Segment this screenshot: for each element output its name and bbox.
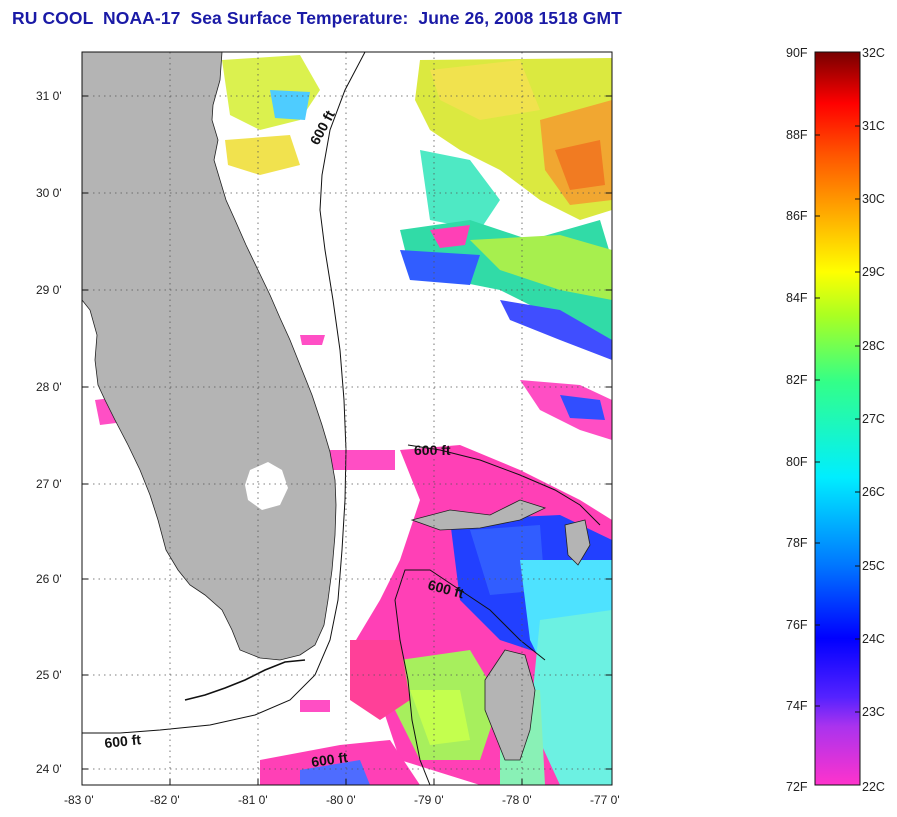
colorbar-f-label: 88F <box>786 128 808 142</box>
colorbar-f-label: 86F <box>786 209 808 223</box>
map-frame <box>81 51 613 786</box>
lon-tick-label: -81 0' <box>238 793 268 807</box>
map-grid <box>82 52 612 785</box>
colorbar <box>814 51 861 786</box>
lon-tick-label: -80 0' <box>326 793 356 807</box>
lat-tick-label: 31 0' <box>36 89 62 103</box>
grand-bahama-island <box>410 499 547 531</box>
florida-keys <box>184 659 306 701</box>
colorbar-c-label: 25C <box>862 559 885 573</box>
lat-tick-label: 30 0' <box>36 186 62 200</box>
lon-tick-label: -83 0' <box>64 793 94 807</box>
lon-tick-label: -82 0' <box>150 793 180 807</box>
lon-tick-label: -77 0' <box>590 793 620 807</box>
colorbar-c-label: 30C <box>862 192 885 206</box>
colorbar-f-label: 90F <box>786 46 808 60</box>
colorbar-c-label: 28C <box>862 339 885 353</box>
colorbar-c-label: 24C <box>862 632 885 646</box>
colorbar-c-label: 29C <box>862 265 885 279</box>
sst-data-patches <box>95 55 612 785</box>
colorbar-f-label: 74F <box>786 699 808 713</box>
colorbar-c-label: 31C <box>862 119 885 133</box>
contour-600ft-andros <box>394 599 431 785</box>
lat-tick-label: 28 0' <box>36 380 62 394</box>
contour-label: 600 ft <box>310 749 349 770</box>
andros-island <box>484 649 536 761</box>
lat-tick-label: 26 0' <box>36 572 62 586</box>
colorbar-c-label: 26C <box>862 485 885 499</box>
colorbar-f-label: 72F <box>786 780 808 794</box>
map-area <box>82 52 612 785</box>
lat-tick-label: 29 0' <box>36 283 62 297</box>
florida-land <box>82 52 337 661</box>
axis-ticks <box>82 95 612 785</box>
lake-okeechobee <box>245 462 288 510</box>
colorbar-c-label: 22C <box>862 780 885 794</box>
colorbar-f-label: 76F <box>786 618 808 632</box>
lat-tick-label: 24 0' <box>36 762 62 776</box>
lon-tick-label: -78 0' <box>502 793 532 807</box>
colorbar-c-label: 32C <box>862 46 885 60</box>
lon-tick-label: -79 0' <box>414 793 444 807</box>
colorbar-f-label: 80F <box>786 455 808 469</box>
colorbar-c-label: 23C <box>862 705 885 719</box>
contour-label: 600 ft <box>414 442 451 458</box>
contour-label: 600 ft <box>104 731 142 751</box>
colorbar-c-label: 27C <box>862 412 885 426</box>
contour-600ft-florida <box>82 52 366 734</box>
lat-tick-label: 27 0' <box>36 477 62 491</box>
colorbar-f-label: 78F <box>786 536 808 550</box>
colorbar-ticks <box>815 125 860 713</box>
abaco-island <box>564 519 591 566</box>
colorbar-f-label: 82F <box>786 373 808 387</box>
chart-title: RU COOL NOAA-17 Sea Surface Temperature:… <box>12 8 622 28</box>
contour-600ft-bahamas-south <box>394 569 546 661</box>
contour-600ft-bahamas-north <box>407 444 601 526</box>
lat-tick-label: 25 0' <box>36 668 62 682</box>
colorbar-f-label: 84F <box>786 291 808 305</box>
